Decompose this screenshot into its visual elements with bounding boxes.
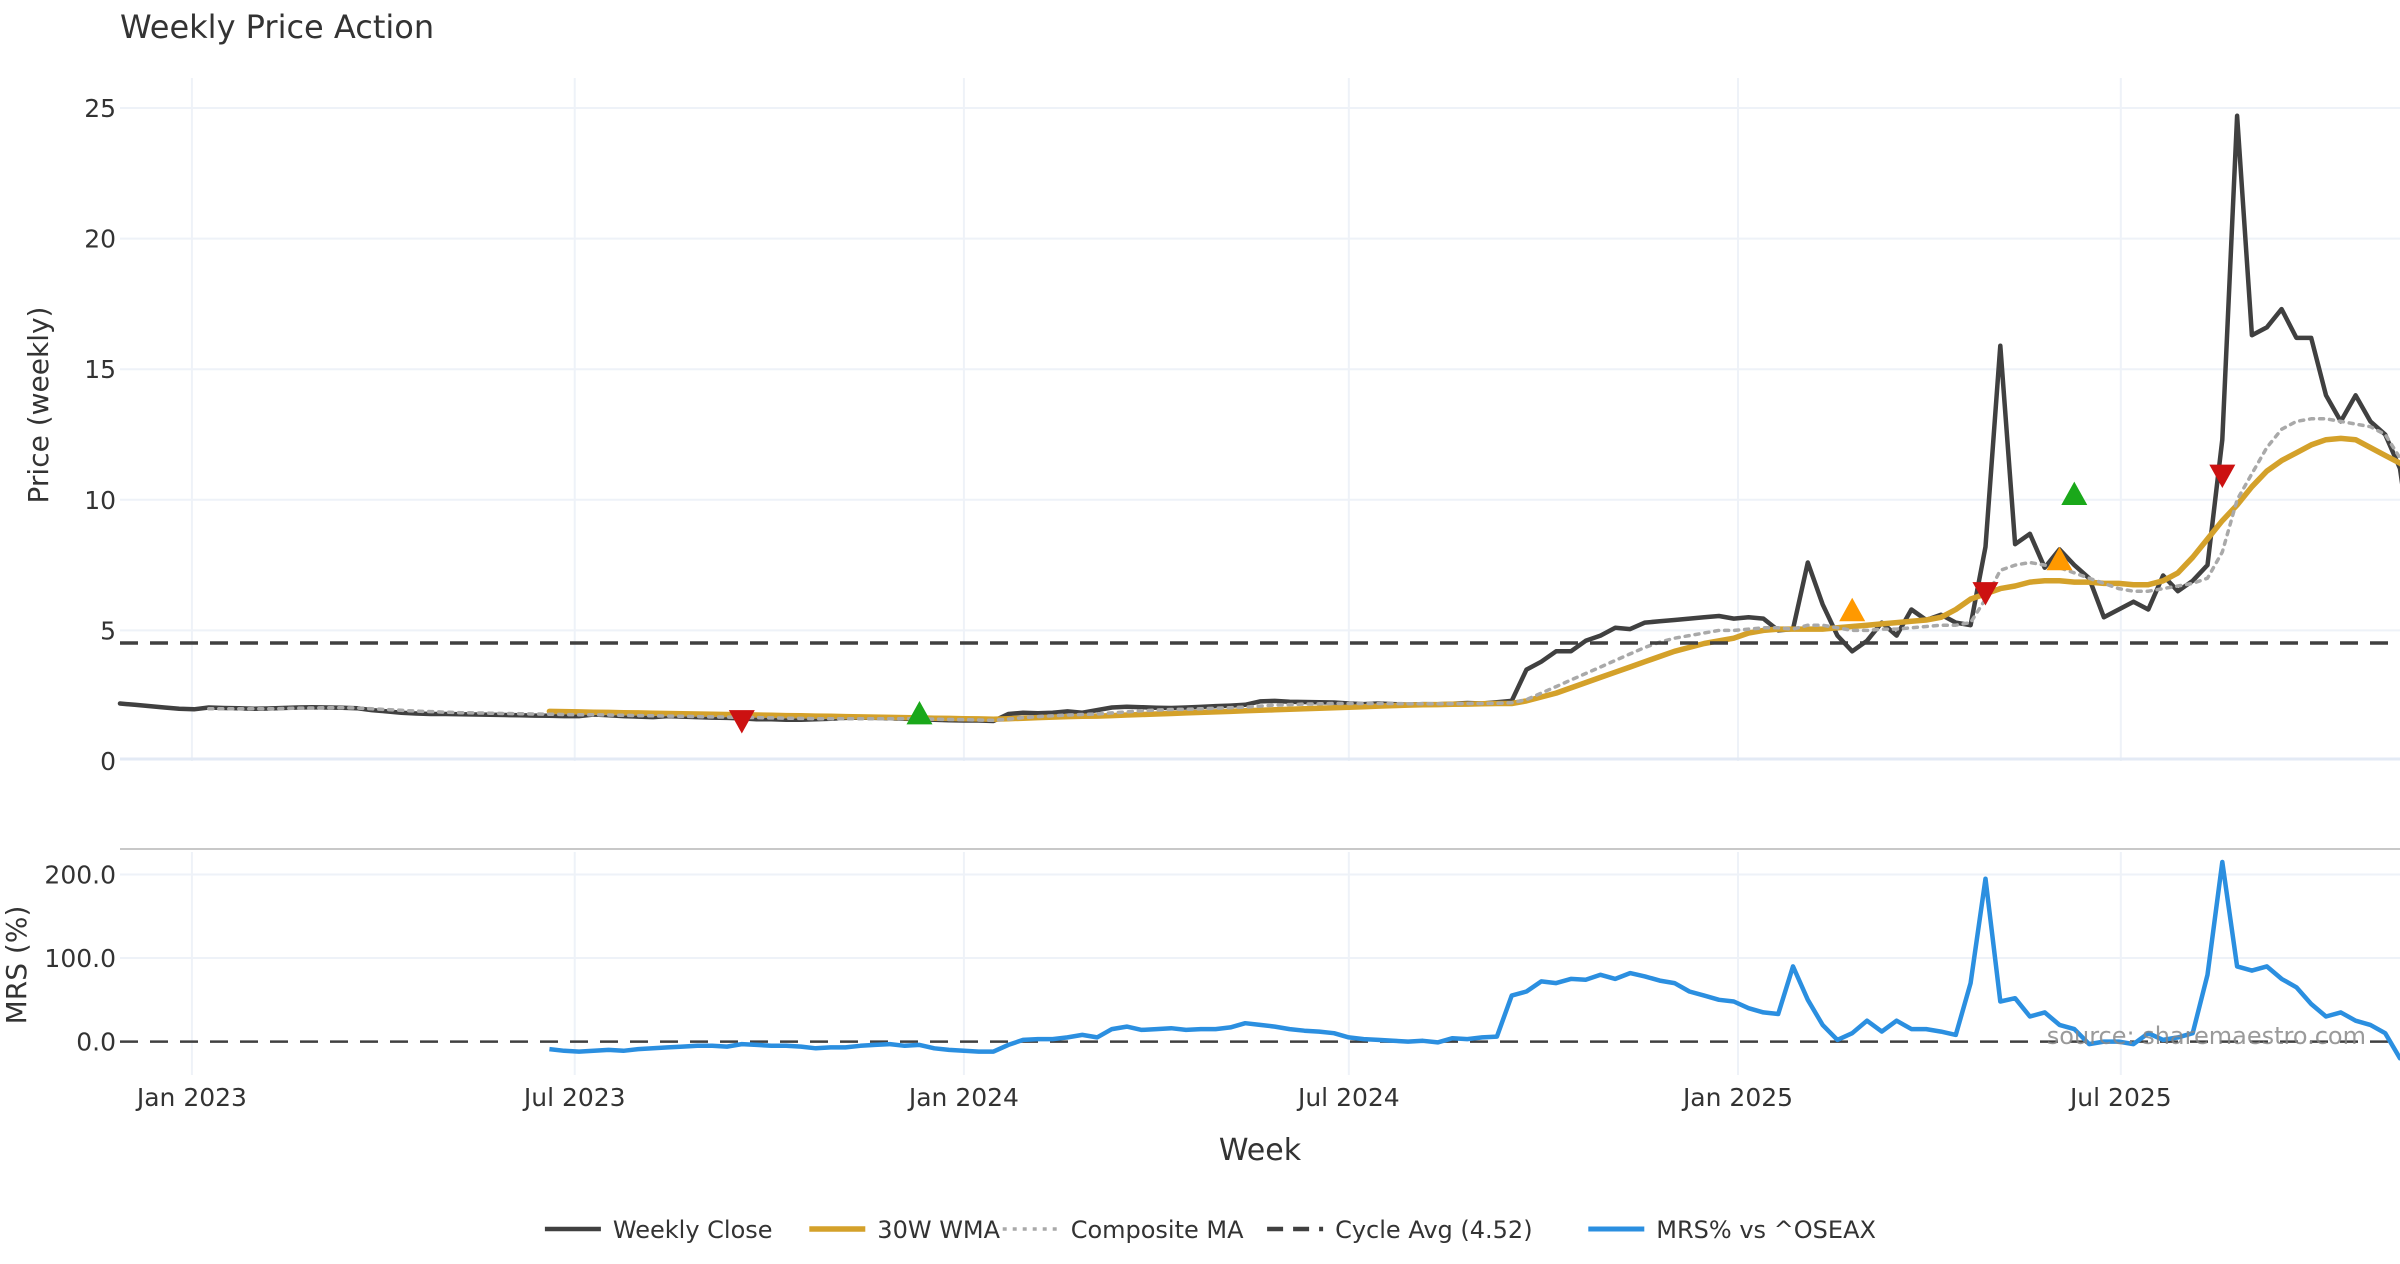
signal-markers xyxy=(728,464,2236,734)
legend-entry-label: Composite MA xyxy=(1071,1216,1244,1244)
x-axis-label: Week xyxy=(1219,1133,1302,1168)
legend: Weekly Close 30W WMA Composite MA Cycle Avg… xyxy=(544,1216,1876,1244)
price-series xyxy=(117,113,2400,724)
price-panel: 0 5 10 15 20 25 Price (weekly) xyxy=(22,78,2400,776)
price-y-tick-label: 15 xyxy=(84,355,116,384)
mrs-y-tick-label: 200.0 xyxy=(44,861,116,890)
signal-up-marker xyxy=(2046,546,2073,571)
price-y-tick-label: 5 xyxy=(100,616,116,645)
price-y-tick-label: 25 xyxy=(84,94,116,123)
x-tick-label: Jul 2023 xyxy=(522,1083,626,1112)
x-tick-label: Jul 2024 xyxy=(1296,1083,1400,1112)
price-y-ticks: 0 5 10 15 20 25 xyxy=(84,94,116,776)
x-tick-labels: Jan 2023 Jul 2023 Jan 2024 Jul 2024 Jan 2025… xyxy=(135,1083,2172,1112)
composite-ma-line xyxy=(207,417,2400,723)
x-tick-label: Jan 2023 xyxy=(135,1083,247,1112)
legend-entry-label: 30W WMA xyxy=(877,1216,1000,1244)
chart-title: Weekly Price Action xyxy=(120,8,434,46)
signal-up-marker xyxy=(2061,481,2088,505)
price-y-axis-label: Price (weekly) xyxy=(22,307,55,504)
signal-down-marker xyxy=(2209,464,2236,488)
legend-entry-label: MRS% vs ^OSEAX xyxy=(1656,1216,1876,1244)
legend-entry-label: Weekly Close xyxy=(613,1216,773,1244)
signal-down-marker xyxy=(1972,582,1999,606)
legend-entry-label: Cycle Avg (4.52) xyxy=(1335,1216,1532,1244)
signal-up-marker xyxy=(906,700,933,725)
signal-down-marker xyxy=(728,710,755,734)
price-y-tick-label: 0 xyxy=(100,747,116,776)
mrs-panel: 0.0 100.0 200.0 MRS (%) source: sharemaest… xyxy=(0,852,2400,1075)
x-tick-label: Jul 2025 xyxy=(2068,1083,2172,1112)
price-y-tick-label: 20 xyxy=(84,225,116,254)
30w-wma-line xyxy=(546,435,2400,722)
mrs-line xyxy=(549,859,2400,1061)
price-gridlines xyxy=(120,78,2400,761)
mrs-y-tick-label: 100.0 xyxy=(44,944,116,973)
price-y-tick-label: 10 xyxy=(84,486,116,515)
mrs-gridlines xyxy=(120,852,2400,1075)
mrs-y-axis-label: MRS (%) xyxy=(0,906,33,1025)
x-tick-label: Jan 2025 xyxy=(1681,1083,1793,1112)
weekly-close-line xyxy=(117,113,2400,724)
source-annotation: source: sharemaestro.com xyxy=(2047,1022,2366,1050)
mrs-y-tick-label: 0.0 xyxy=(76,1028,116,1057)
signal-up-marker xyxy=(1839,597,1866,622)
x-tick-label: Jan 2024 xyxy=(907,1083,1019,1112)
mrs-series xyxy=(120,859,2400,1061)
mrs-y-ticks: 0.0 100.0 200.0 xyxy=(44,861,116,1057)
